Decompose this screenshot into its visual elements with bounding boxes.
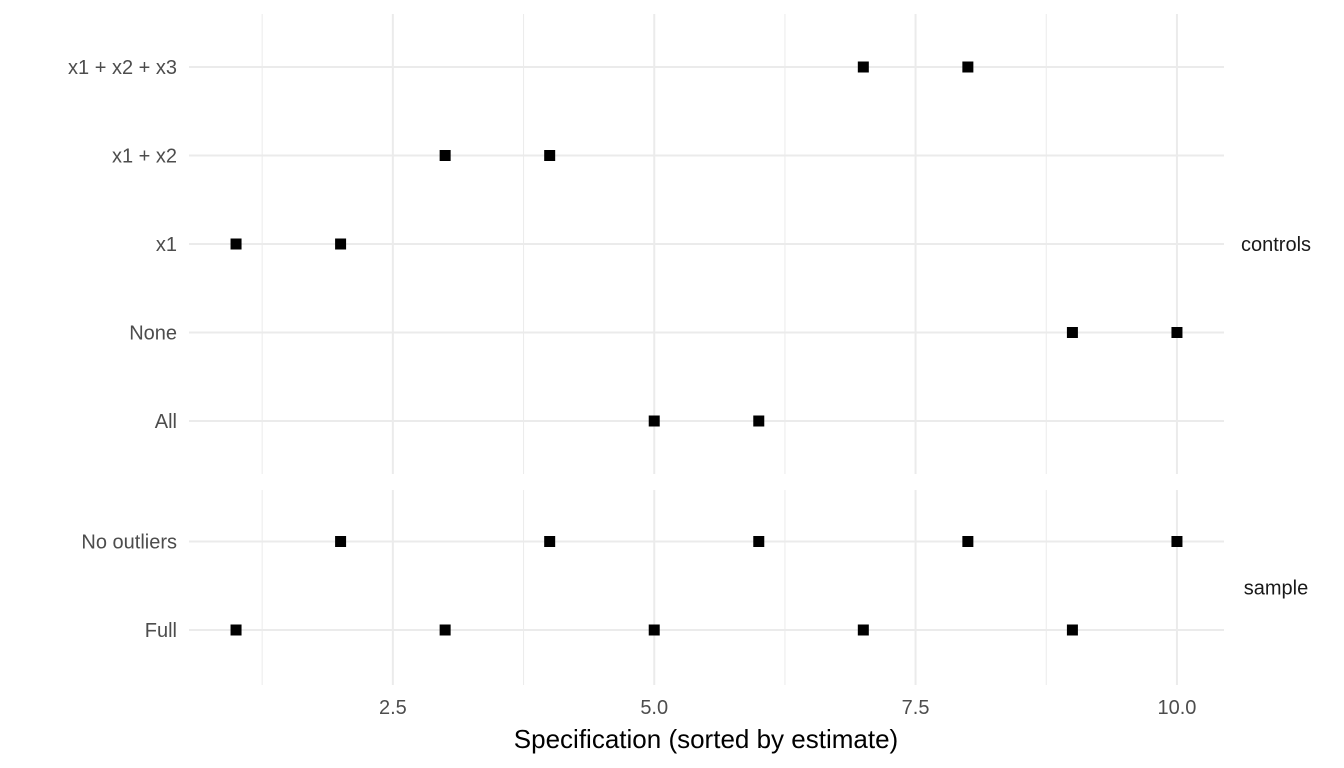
y-tick-label: x1 [156,234,177,256]
data-point [335,238,347,250]
data-point [962,536,974,547]
y-tick-label: None [129,323,177,345]
data-point [439,150,451,161]
facet-label-controls: controls [1241,234,1311,256]
facet-label-sample: sample [1244,578,1308,600]
y-tick-label: x1 + x2 + x3 [68,57,177,79]
data-point [230,624,242,636]
x-tick-label: 5.0 [640,697,668,719]
data-point [230,238,242,250]
data-point [1066,327,1078,338]
y-tick-label: Full [145,620,177,642]
y-tick-label: All [155,411,177,433]
data-point [1171,327,1183,338]
data-point [753,415,765,427]
y-tick-label: x1 + x2 [112,146,177,168]
x-axis-title: Specification (sorted by estimate) [514,724,898,754]
data-point [857,61,869,73]
data-point [544,536,556,547]
facet-panel-sample: Full No outliers sample [81,490,1308,685]
x-tick-label: 10.0 [1157,697,1196,719]
data-point [648,624,660,636]
data-point [439,624,451,636]
y-tick-label: No outliers [81,532,177,554]
data-point [544,150,556,161]
facet-panels: All None x1 x1 + x2 x1 + x2 + x3 controls Full… [68,14,1311,685]
data-point [1066,624,1078,636]
data-point [857,624,869,636]
data-point [962,61,974,73]
data-point [648,415,660,427]
x-tick-label: 2.5 [379,697,407,719]
data-point [1171,536,1183,547]
data-point [753,536,765,547]
facet-panel-controls: All None x1 x1 + x2 x1 + x2 + x3 controls [68,14,1311,474]
x-tick-label: 7.5 [902,697,930,719]
data-point [335,536,347,547]
x-axis: 2.5 5.0 7.5 10.0 [379,697,1196,719]
